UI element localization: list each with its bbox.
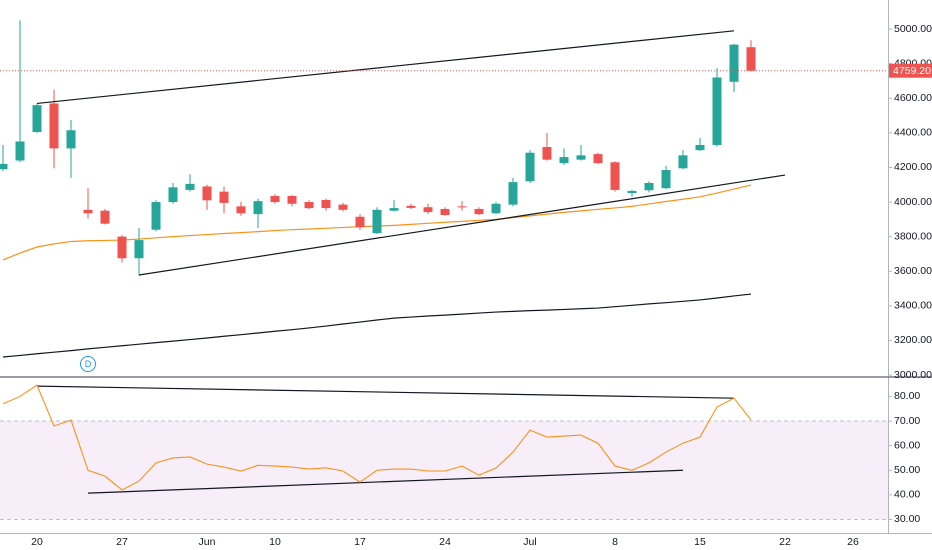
x-tick-label: 27 (116, 536, 128, 548)
y-tick-label: 40.00 (894, 489, 920, 501)
candle-body (15, 141, 25, 161)
x-tick-label: Jul (523, 536, 536, 548)
trendline (87, 469, 684, 494)
candle-body (559, 157, 569, 164)
candle-body (202, 186, 212, 201)
candle-body (542, 147, 552, 160)
candle-body (151, 202, 161, 230)
candle-body (457, 206, 467, 208)
rsi-band (0, 421, 888, 520)
candle-body (389, 208, 399, 211)
candle-body (508, 182, 518, 205)
candle-body (66, 130, 76, 149)
y-tick-label: 3000.00 (894, 369, 932, 381)
candle-body (474, 208, 484, 215)
candle-body (134, 240, 144, 259)
candle-body (661, 170, 671, 189)
y-tick-label: 3600.00 (894, 265, 932, 277)
candle-body (49, 103, 59, 149)
trendline (138, 174, 786, 276)
candle-body (236, 206, 246, 214)
candle-body (304, 202, 314, 209)
trendline (36, 385, 735, 399)
candle-body (729, 44, 739, 82)
dividend-label: D (85, 359, 92, 369)
candle-body (406, 205, 416, 208)
x-tick-label: 26 (847, 536, 859, 548)
candle-body (525, 152, 535, 182)
trendline (36, 30, 735, 105)
candle-body (644, 183, 654, 191)
candle-body (338, 204, 348, 210)
rsi-line (2, 384, 752, 491)
y-tick-label: 4200.00 (894, 161, 932, 173)
candle-body (321, 199, 331, 209)
candle-body (423, 207, 433, 213)
x-tick-label: 15 (694, 536, 706, 548)
candle-body (219, 191, 229, 203)
y-tick-label: 50.00 (894, 464, 920, 476)
x-tick-label: 24 (439, 536, 451, 548)
candle-body (253, 201, 263, 215)
candle-body (746, 47, 756, 71)
dividend-icon[interactable] (80, 356, 96, 372)
x-tick-label: 17 (354, 536, 366, 548)
y-tick-label: 3200.00 (894, 334, 932, 346)
candle-body (491, 203, 501, 214)
candle-body (678, 155, 688, 169)
x-tick-label: 20 (31, 536, 43, 548)
x-tick-label: Jun (199, 536, 216, 548)
x-tick-label: 8 (612, 536, 618, 548)
candle-body (576, 155, 586, 160)
candle-body (185, 183, 195, 190)
y-tick-label: 4400.00 (894, 127, 932, 139)
candle-body (610, 162, 620, 190)
y-tick-label: 4600.00 (894, 92, 932, 104)
x-tick-label: 10 (269, 536, 281, 548)
y-tick-label: 80.00 (894, 390, 920, 402)
candle-body (593, 154, 603, 164)
candle-body (627, 190, 637, 194)
candle-body (695, 144, 705, 151)
candle-body (712, 77, 722, 145)
candle-body (32, 105, 42, 132)
y-tick-label: 70.00 (894, 415, 920, 427)
y-tick-label: 3800.00 (894, 230, 932, 242)
candle-body (168, 187, 178, 203)
y-tick-label: 60.00 (894, 439, 920, 451)
y-tick-label: 4000.00 (894, 196, 932, 208)
last-price-box (889, 63, 932, 78)
candle-body (100, 210, 110, 224)
x-tick-label: 22 (779, 536, 791, 548)
y-tick-label: 5000.00 (894, 23, 932, 35)
candle-body (355, 216, 365, 228)
candle-body (440, 208, 450, 216)
y-tick-label: 30.00 (894, 513, 920, 525)
candle-body (83, 209, 93, 214)
last-price-label: 4759.20 (893, 65, 931, 77)
candle-body (270, 195, 280, 203)
candle-body (0, 163, 8, 170)
y-tick-label: 3400.00 (894, 300, 932, 312)
moving-average (2, 293, 752, 358)
candle-body (372, 209, 382, 234)
candle-body (117, 236, 127, 259)
candle-body (287, 195, 297, 204)
